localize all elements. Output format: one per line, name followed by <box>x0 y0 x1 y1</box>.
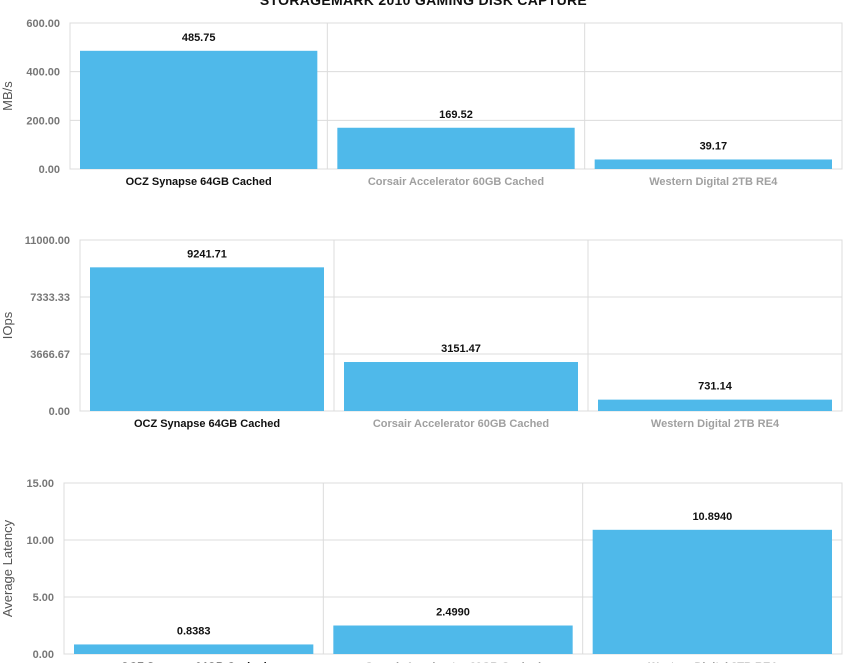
chart-1-data-label: 169.52 <box>439 109 473 121</box>
chart-2-x-tick-label: Western Digital 2TB RE4 <box>651 418 780 430</box>
chart-2-data-label: 3151.47 <box>441 343 481 355</box>
chart-2-data-label: 9241.71 <box>187 248 227 260</box>
chart-1-x-tick-label: Corsair Accelerator 60GB Cached <box>368 176 544 188</box>
chart-2-y-tick-label: 3666.67 <box>30 349 70 361</box>
chart-1-bar <box>80 50 318 169</box>
chart-2-bar <box>90 267 324 411</box>
chart-2-x-tick-label: Corsair Accelerator 60GB Cached <box>373 418 549 430</box>
chart-2-y-tick-label: 0.00 <box>49 406 70 418</box>
chart-2-y-tick-label: 11000.00 <box>25 235 70 247</box>
chart-3-x-tick-label: OCZ Synapse 64GB Cached <box>121 661 267 663</box>
chart-3-y-tick-label: 0.00 <box>33 649 54 661</box>
chart-2-bar <box>598 399 832 411</box>
chart-3-y-tick-label: 15.00 <box>26 478 54 490</box>
chart-3-x-tick-label: Corsair Accelerator 60GB Cached <box>365 661 541 663</box>
chart-3-y-tick-label: 10.00 <box>26 535 54 547</box>
chart-1-data-label: 485.75 <box>182 32 216 44</box>
chart-2-data-label: 731.14 <box>698 381 733 393</box>
chart-2-x-tick-label: OCZ Synapse 64GB Cached <box>134 418 280 430</box>
chart-1-y-tick-label: 0.00 <box>39 164 60 176</box>
chart-3-bar <box>592 529 832 654</box>
chart-1-data-label: 39.17 <box>700 140 728 152</box>
chart-3-data-label: 2.4990 <box>436 607 470 619</box>
chart-1-y-axis-label: MB/s <box>0 81 15 111</box>
chart-3-y-tick-label: 5.00 <box>33 592 54 604</box>
chart-3-data-label: 10.8940 <box>692 511 732 523</box>
chart-1-y-tick-label: 200.00 <box>26 115 60 127</box>
chart-1-x-tick-label: Western Digital 2TB RE4 <box>649 176 778 188</box>
page-title: STORAGEMARK 2010 GAMING DISK CAPTURE <box>259 0 588 8</box>
chart-3-x-tick-label: Western Digital 2TB RE4 <box>648 661 777 663</box>
chart-1-x-tick-label: OCZ Synapse 64GB Cached <box>126 176 272 188</box>
chart-2-y-axis-label: IOps <box>0 311 15 339</box>
chart-3-bar <box>74 644 314 654</box>
chart-1-y-tick-label: 400.00 <box>26 67 60 79</box>
chart-1-bar <box>594 159 832 169</box>
chart-2-bar <box>344 362 578 411</box>
chart-1-bar <box>337 127 575 169</box>
chart-2-y-tick-label: 7333.33 <box>30 292 70 304</box>
chart-1-y-tick-label: 600.00 <box>26 18 60 30</box>
chart-3-y-axis-label: Average Latency <box>0 519 15 617</box>
chart-3-data-label: 0.8383 <box>177 625 211 637</box>
chart-3-bar <box>333 625 573 654</box>
